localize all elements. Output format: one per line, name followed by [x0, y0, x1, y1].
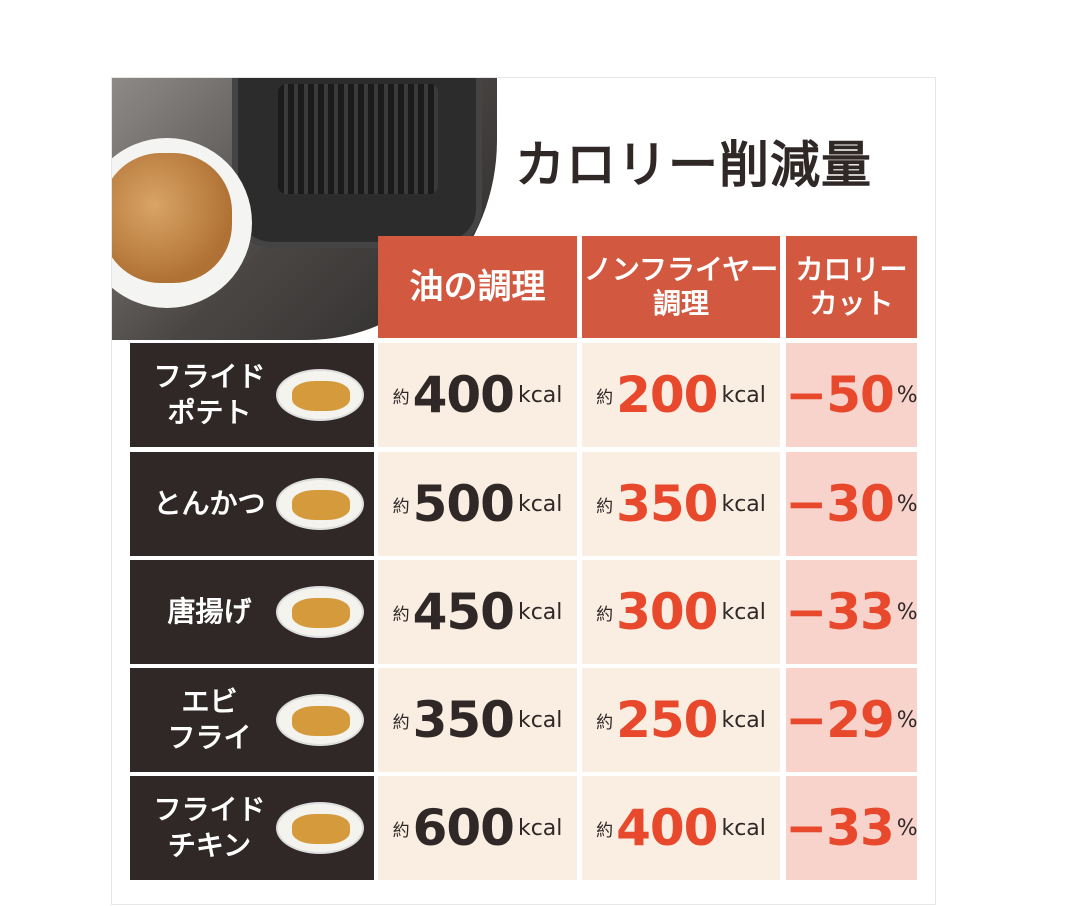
- approx-prefix: 約: [596, 820, 614, 841]
- table-row-label: とんかつ: [130, 452, 374, 556]
- unit-label: kcal: [517, 491, 563, 517]
- unit-label: kcal: [517, 382, 563, 408]
- oil-calories-cell: 約 400 kcal: [378, 343, 577, 447]
- nonfryer-calories-value: 350: [616, 475, 718, 533]
- food-name: 唐揚げ: [167, 594, 252, 628]
- oil-calories-value: 350: [412, 691, 515, 749]
- header-oil-cooking: 油の調理: [378, 236, 577, 338]
- calorie-cut-cell: −50 %: [785, 343, 918, 447]
- calorie-cut-value: −50: [785, 366, 894, 424]
- approx-prefix: 約: [596, 496, 614, 517]
- oil-calories-value: 450: [412, 583, 515, 641]
- approx-prefix: 約: [596, 387, 614, 408]
- nonfryer-calories-cell: 約 300 kcal: [582, 560, 780, 664]
- french-fries-icon: [276, 369, 364, 421]
- fried-shrimp-icon: [276, 694, 364, 746]
- oil-calories-cell: 約 350 kcal: [378, 668, 577, 772]
- percent-label: %: [896, 815, 918, 841]
- approx-prefix: 約: [392, 604, 410, 625]
- food-name: フライド ポテト: [153, 359, 266, 429]
- table-row-label: フライド ポテト: [130, 343, 374, 447]
- approx-prefix: 約: [596, 712, 614, 733]
- table-row-label: 唐揚げ: [130, 560, 374, 664]
- fried-chicken-icon: [276, 802, 364, 854]
- table-row-label: エビ フライ: [130, 668, 374, 772]
- calorie-cut-value: −30: [785, 475, 894, 533]
- calorie-cut-cell: −29 %: [785, 668, 918, 772]
- food-name: とんかつ: [153, 486, 266, 520]
- unit-label: kcal: [721, 815, 766, 841]
- approx-prefix: 約: [596, 604, 614, 625]
- approx-prefix: 約: [392, 496, 410, 517]
- page-title: カロリー削減量: [515, 136, 872, 194]
- oil-calories-value: 600: [412, 799, 515, 857]
- percent-label: %: [896, 707, 918, 733]
- air-fryer-basket-image: [232, 78, 482, 248]
- nonfryer-calories-value: 250: [616, 691, 718, 749]
- approx-prefix: 約: [392, 820, 410, 841]
- header-nonfryer-cooking: ノンフライヤー 調理: [582, 236, 780, 338]
- calorie-cut-cell: −33 %: [785, 560, 918, 664]
- oil-calories-value: 500: [412, 475, 515, 533]
- tonkatsu-icon: [276, 478, 364, 530]
- calorie-cut-cell: −33 %: [785, 776, 918, 880]
- calorie-cut-value: −33: [785, 583, 894, 641]
- karaage-icon: [276, 586, 364, 638]
- calorie-cut-cell: −30 %: [785, 452, 918, 556]
- unit-label: kcal: [721, 599, 766, 625]
- food-name: エビ フライ: [167, 684, 252, 754]
- oil-calories-cell: 約 500 kcal: [378, 452, 577, 556]
- header-calorie-cut: カロリー カット: [786, 236, 917, 338]
- nonfryer-calories-cell: 約 400 kcal: [582, 776, 780, 880]
- oil-calories-value: 400: [412, 366, 515, 424]
- oil-calories-cell: 約 600 kcal: [378, 776, 577, 880]
- unit-label: kcal: [517, 707, 563, 733]
- percent-label: %: [896, 382, 918, 408]
- unit-label: kcal: [721, 382, 766, 408]
- percent-label: %: [896, 599, 918, 625]
- calorie-cut-value: −33: [785, 799, 894, 857]
- oil-calories-cell: 約 450 kcal: [378, 560, 577, 664]
- calorie-cut-value: −29: [785, 691, 894, 749]
- table-row-label: フライド チキン: [130, 776, 374, 880]
- approx-prefix: 約: [392, 387, 410, 408]
- unit-label: kcal: [517, 599, 563, 625]
- nonfryer-calories-cell: 約 350 kcal: [582, 452, 780, 556]
- nonfryer-calories-value: 300: [616, 583, 718, 641]
- unit-label: kcal: [517, 815, 563, 841]
- air-fryer-photo: [112, 78, 497, 340]
- nonfryer-calories-cell: 約 200 kcal: [582, 343, 780, 447]
- karaage-image: [112, 153, 232, 283]
- unit-label: kcal: [721, 491, 766, 517]
- approx-prefix: 約: [392, 712, 410, 733]
- percent-label: %: [896, 491, 918, 517]
- nonfryer-calories-value: 400: [616, 799, 718, 857]
- nonfryer-calories-value: 200: [616, 366, 718, 424]
- unit-label: kcal: [721, 707, 766, 733]
- nonfryer-calories-cell: 約 250 kcal: [582, 668, 780, 772]
- food-name: フライド チキン: [153, 792, 266, 862]
